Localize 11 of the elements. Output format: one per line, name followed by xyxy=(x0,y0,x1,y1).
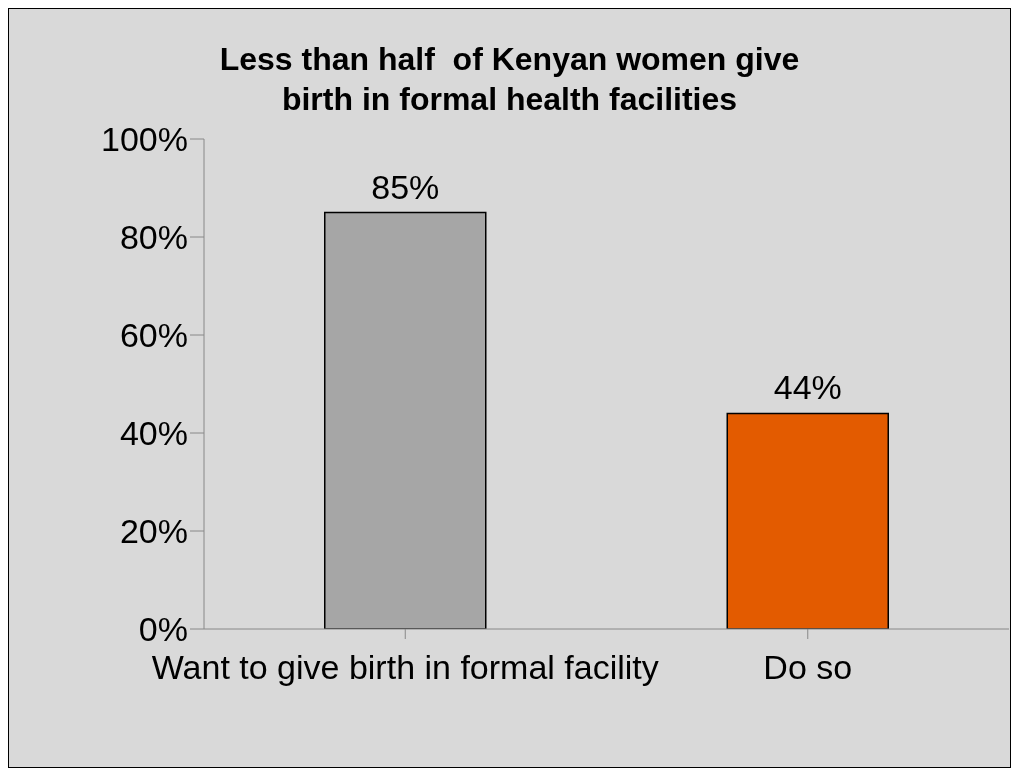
x-tick-label: Do so xyxy=(763,648,853,687)
y-tick-label: 100% xyxy=(101,120,188,159)
y-tick-label: 60% xyxy=(119,316,188,355)
y-tick-label: 40% xyxy=(119,414,188,453)
data-label: 85% xyxy=(371,167,440,206)
x-tick-label: Want to give birth in formal facility xyxy=(151,648,659,687)
y-tick-label: 0% xyxy=(138,610,188,649)
y-tick-label: 80% xyxy=(119,218,188,257)
y-tick-label: 20% xyxy=(119,512,188,551)
data-label: 44% xyxy=(773,368,842,407)
chart-title: Less than half of Kenyan women give birth in formal health facilities xyxy=(218,40,801,119)
